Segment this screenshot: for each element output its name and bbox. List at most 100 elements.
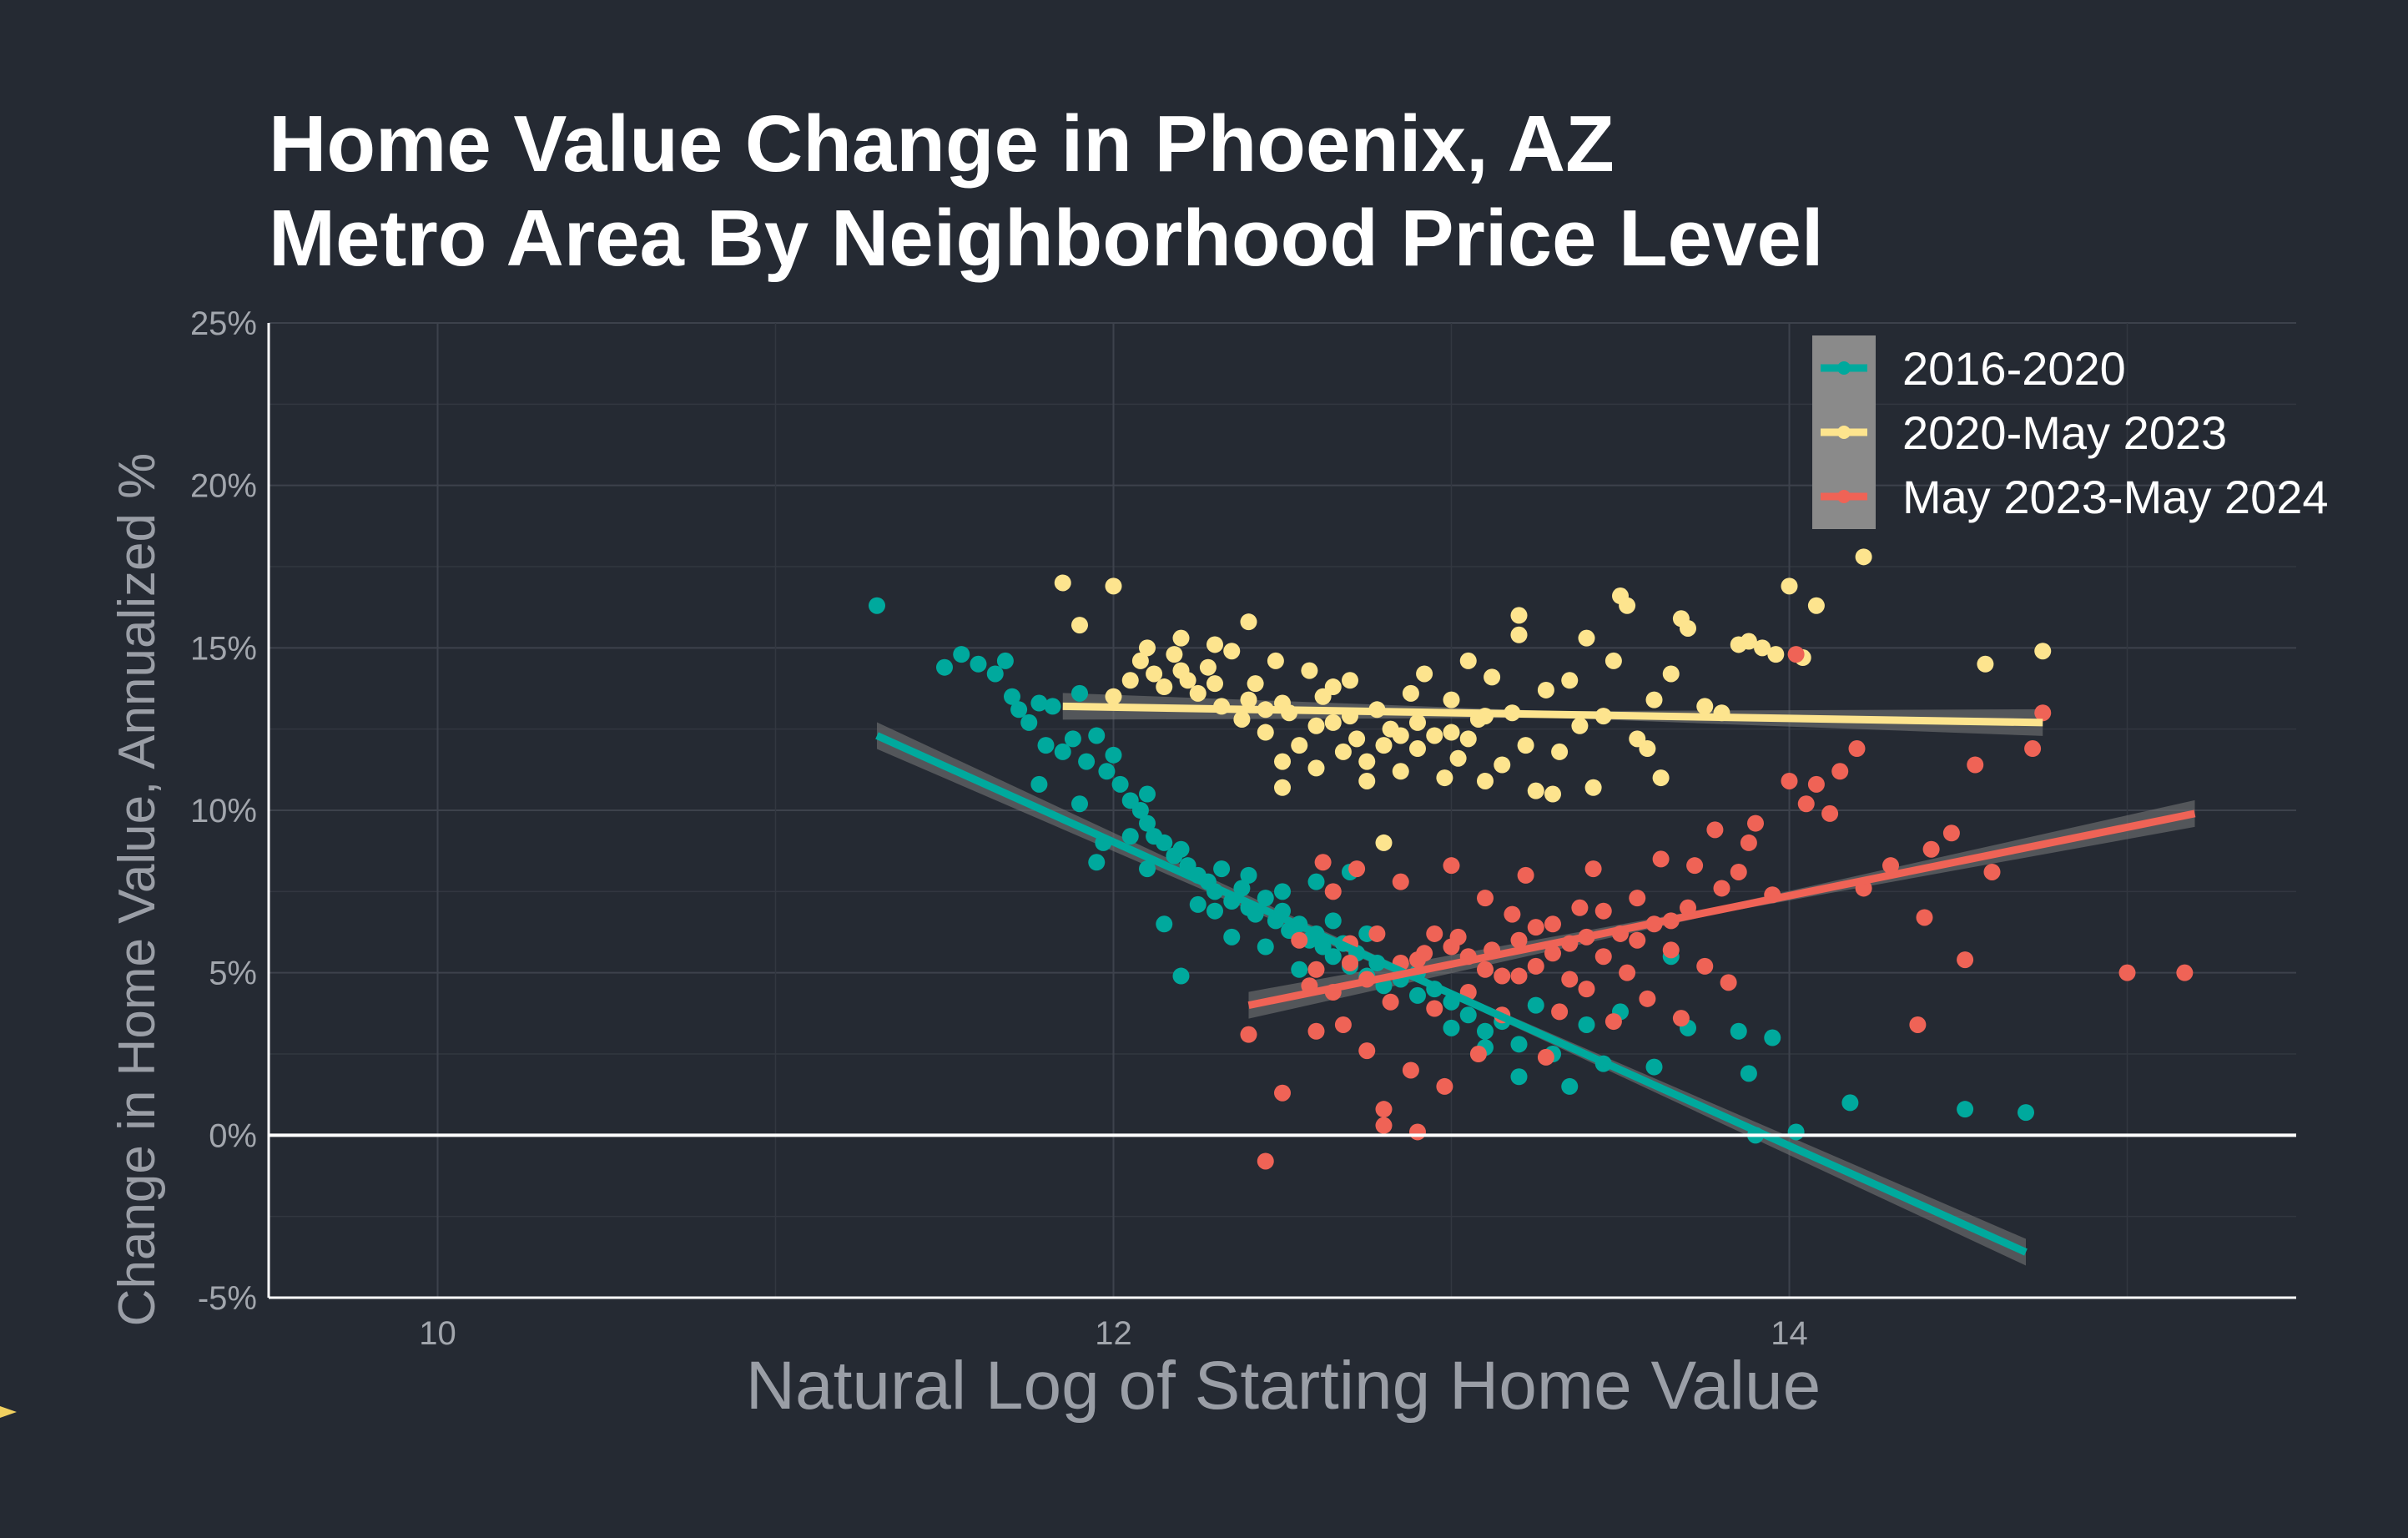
tick-labels: -5% 0% 5% 10% 15% 20% 25% 10 12 14 [190, 305, 1808, 1352]
data-point [1510, 931, 1528, 949]
x-tick-label: 14 [1771, 1315, 1808, 1352]
data-point [1037, 737, 1055, 754]
data-point [1740, 633, 1757, 650]
data-point [1504, 905, 1521, 923]
data-point [1754, 639, 1771, 657]
data-point [1797, 795, 1815, 813]
confidence-bands [877, 693, 2195, 1266]
data-point [1166, 646, 1183, 663]
data-point [1443, 1019, 1460, 1036]
data-point [1291, 737, 1308, 754]
data-point [1477, 890, 1494, 907]
grid [269, 322, 2296, 1298]
data-point [1020, 714, 1038, 731]
data-point [1274, 883, 1291, 900]
data-point [1594, 948, 1612, 966]
data-point [1131, 652, 1149, 669]
data-point [1274, 779, 1291, 796]
data-point [1443, 691, 1460, 708]
y-tick-label: 0% [209, 1117, 257, 1154]
data-point [1957, 1101, 1974, 1118]
data-point [1477, 961, 1494, 978]
data-point [1494, 756, 1511, 774]
data-point [1561, 1077, 1579, 1095]
data-point [1358, 1042, 1376, 1060]
data-point [1662, 665, 1680, 683]
data-point [1402, 684, 1419, 702]
data-point [1078, 753, 1096, 770]
data-point [1584, 779, 1602, 796]
data-point [1139, 814, 1156, 832]
legend-key-point [1837, 361, 1851, 375]
legend-key-point [1837, 490, 1851, 503]
data-point [1382, 993, 1399, 1011]
data-point [1730, 863, 1747, 880]
data-point [1207, 675, 1223, 693]
data-point [1392, 873, 1409, 890]
data-point [1477, 772, 1494, 789]
data-point [1561, 672, 1579, 689]
legend-key-point [1837, 426, 1851, 439]
data-point [1223, 643, 1241, 660]
data-point [1604, 1013, 1622, 1031]
data-point [936, 658, 953, 676]
data-point [1324, 714, 1342, 731]
y-tick-label: 20% [190, 468, 257, 505]
data-point [1324, 883, 1342, 900]
data-point [1172, 840, 1190, 858]
data-point [1544, 915, 1561, 933]
y-axis-title: Change in Home Value, Annualized % [108, 453, 166, 1327]
data-point [1652, 769, 1670, 787]
data-point [1740, 834, 1757, 851]
data-point [1307, 873, 1325, 890]
x-axis-title: Natural Log of Starting Home Value [746, 1348, 1821, 1424]
data-point [1983, 863, 2001, 880]
data-point [1409, 1123, 1426, 1141]
data-point [1517, 737, 1534, 754]
data-point [1105, 577, 1122, 595]
data-point [1730, 1022, 1747, 1040]
data-point [1967, 756, 1984, 774]
data-point [1324, 678, 1342, 696]
y-tick-label: -5% [198, 1280, 257, 1317]
y-tick-label: 10% [190, 793, 257, 830]
data-point [1619, 964, 1636, 981]
data-point [1477, 1022, 1494, 1040]
data-point [1848, 740, 1866, 758]
data-point [1841, 1094, 1859, 1112]
data-point [1240, 866, 1257, 884]
series-points [1240, 646, 2194, 1170]
data-point [1071, 617, 1088, 634]
data-point [1922, 840, 1940, 858]
data-point [1459, 730, 1477, 748]
data-point [1571, 899, 1589, 916]
data-point [1348, 730, 1366, 748]
data-point [1307, 961, 1325, 978]
data-point [1882, 857, 1899, 875]
data-point [1680, 619, 1696, 637]
data-point [1156, 834, 1173, 851]
data-point [1537, 1048, 1554, 1066]
data-point [1672, 1010, 1690, 1027]
data-point [869, 597, 885, 614]
x-tick-label: 10 [419, 1315, 456, 1352]
data-point [1172, 967, 1190, 985]
data-point [1831, 763, 1849, 780]
data-point [1706, 821, 1724, 839]
data-point [1071, 684, 1088, 702]
data-point [1324, 912, 1342, 930]
data-point [1139, 639, 1156, 657]
data-point [1578, 1016, 1595, 1033]
data-point [1510, 967, 1528, 985]
data-point [986, 665, 1004, 683]
data-point [1358, 772, 1376, 789]
data-point [2034, 643, 2052, 660]
data-points [869, 548, 2194, 1170]
data-point [1619, 597, 1636, 614]
data-point [1342, 954, 1358, 971]
data-point [1686, 857, 1704, 875]
data-point [1645, 1058, 1663, 1076]
data-point [1342, 672, 1358, 689]
data-point [1334, 1016, 1352, 1033]
data-point [1544, 945, 1561, 962]
